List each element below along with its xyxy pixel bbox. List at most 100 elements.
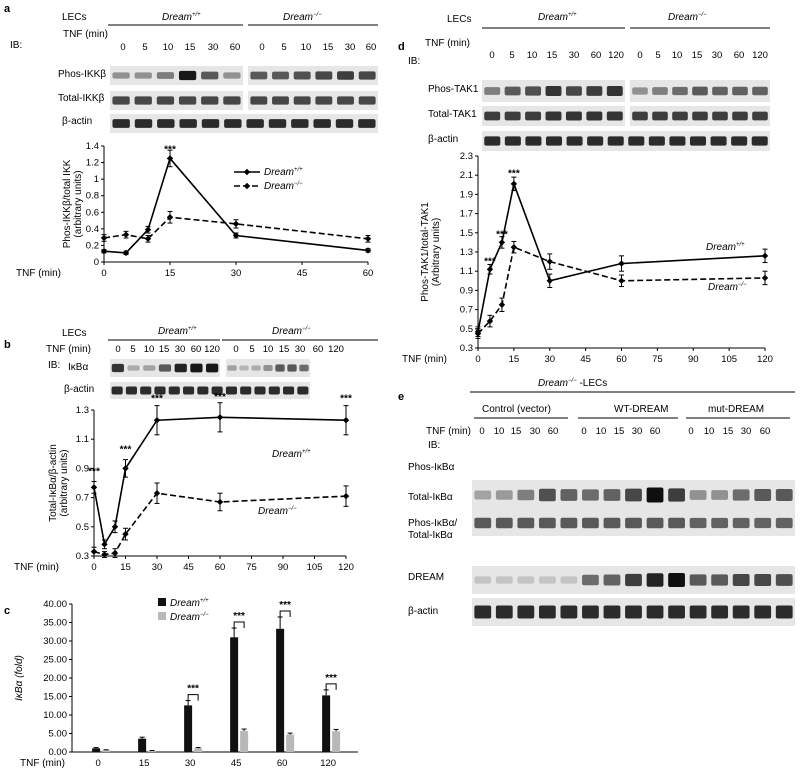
panel-d-y-tick-label: 0.9 (460, 285, 473, 296)
panel-d-phos-tak1-band (525, 86, 542, 96)
panel-b: b LECs Dream+/+ Dream−/− TNF (min) IB: 0… (4, 326, 378, 573)
panel-a-time-label: 10 (301, 42, 312, 53)
panel-b-x-tick-label: 105 (307, 562, 323, 573)
panel-d-x-tick-label: 105 (721, 354, 737, 365)
panel-d-phos-tak1-band (545, 86, 562, 96)
panel-e-total-ikba-band (517, 517, 535, 529)
panel-e-phos-ikba-band (582, 489, 599, 501)
panel-e-total-ikba-band (775, 517, 793, 529)
panel-a-phos-ikkb-band (134, 72, 152, 79)
panel-a-total-ikkb-blot-strip (110, 91, 243, 110)
panel-d-time-label: 120 (752, 50, 768, 61)
panel-d-actin-band (689, 136, 707, 146)
panel-a-actin-band (268, 119, 287, 128)
panel-d-letter: d (398, 41, 405, 53)
panel-d-x-tick-label: 75 (652, 354, 663, 365)
panel-b-time-label: 0 (233, 344, 238, 355)
panel-d-series-label-ko: Dream−/− (708, 282, 747, 293)
panel-a-phos-ikkb-band (293, 71, 311, 80)
panel-a-total-ikkb-band (358, 96, 376, 105)
panel-b-x-tick-label: 0 (91, 562, 96, 573)
panel-e-dream-band (775, 574, 793, 586)
panel-c: c 0.00 5.00 10.00 15.00 20.00 25.00 30.00 35.00… (4, 598, 358, 769)
panel-b-x-tick-label: 90 (278, 562, 289, 573)
panel-b-x-tick-label: 15 (120, 562, 131, 573)
panel-a-total-ikkb-band (337, 96, 354, 105)
panel-d-total-tak1-band (606, 111, 623, 121)
panel-a-x-tick-label: 15 (165, 268, 176, 279)
panel-e-dream-band (689, 574, 707, 586)
panel-e-title: Dream−/− -LECs (538, 378, 607, 389)
panel-a-ko-header: Dream−/− (283, 12, 322, 23)
panel-d-y-tick-label: 1.5 (460, 228, 473, 239)
panel-d-time-label: 60 (591, 50, 602, 61)
panel-c-bar-series-1 (332, 731, 341, 752)
panel-b-y-tick-label: 1.1 (76, 434, 89, 445)
panel-d-ib-label: IB: (408, 56, 420, 67)
panel-e-actin-band (625, 605, 642, 619)
panel-d-series-0-point (546, 277, 553, 284)
panel-c-bar-series-1 (194, 748, 203, 752)
panel-a-actin-blot-strip (110, 114, 378, 133)
panel-e-actin-band (603, 605, 621, 619)
panel-d-actin-band (751, 136, 768, 146)
panel-e-dream-band (711, 574, 729, 586)
panel-d-total-tak1-band (504, 111, 521, 121)
panel-d-phos-tak1-band (565, 86, 582, 96)
panel-e-time-label: 10 (704, 426, 715, 437)
panel-e-group-control: Control (vector) (482, 404, 551, 415)
panel-d-time-label: 0 (489, 50, 494, 61)
panel-e-blot-label-dream: DREAM (408, 572, 444, 583)
panel-d-significance-stars: *** (484, 257, 496, 268)
panel-b-actin-band (283, 386, 295, 395)
panel-e-time-label: 10 (596, 426, 607, 437)
panel-e-actin-band (538, 605, 556, 619)
panel-e-total-ikba-band (474, 517, 492, 529)
panel-b-y-tick-label: 1.3 (76, 405, 89, 416)
panel-e-actin-band (668, 605, 685, 619)
panel-a-phos-ikkb-band (223, 72, 241, 79)
panel-a-actin-band (291, 119, 309, 128)
panel-a-total-ikkb-band (293, 96, 311, 105)
panel-e-dream-band (668, 572, 685, 588)
panel-a-legend-ko-label: Dream−/− (264, 181, 303, 192)
panel-a-letter: a (4, 3, 11, 15)
panel-e-actin-band (775, 605, 793, 619)
panel-a-actin-band (358, 119, 376, 128)
panel-e-tnf-label: TNF (min) (426, 426, 471, 437)
panel-c-y-tick-label: 30.00 (43, 636, 67, 647)
panel-b-wt-header: Dream+/+ (158, 326, 197, 337)
panel-a-lecs-label: LECs (62, 12, 86, 23)
panel-d-series-0-point (486, 266, 494, 273)
panel-e-group-wt: WT-DREAM (614, 404, 668, 415)
panel-a-x-axis-title: TNF (min) (16, 268, 61, 279)
panel-a-actin-band (157, 119, 175, 128)
panel-d-wt-header: Dream+/+ (538, 12, 577, 23)
panel-c-bar-series-1 (148, 750, 157, 752)
panel-b-ikba-band (239, 365, 249, 371)
panel-b-significance-stars: *** (214, 392, 226, 403)
panel-c-significance-stars: *** (279, 600, 291, 611)
panel-a-actin-band (224, 119, 242, 128)
panel-b-ikba-band (143, 365, 156, 371)
panel-a-x-tick-label: 30 (231, 268, 242, 279)
panel-b-time-label: 15 (279, 344, 290, 355)
panel-a-actin-band (112, 119, 130, 128)
panel-d-x-tick-label: 90 (688, 354, 699, 365)
panel-e-phos-ikba-band (625, 488, 642, 502)
panel-e-actin-band (517, 605, 535, 619)
panel-b-ikba-band (287, 364, 297, 372)
panel-d-actin-blot-strip (482, 131, 770, 151)
panel-a-time-label: 15 (185, 42, 196, 53)
panel-c-bar-series-0 (138, 738, 147, 752)
panel-d-y-tick-label: 0.5 (460, 324, 473, 335)
panel-e-total-ikba-band (582, 517, 599, 529)
panel-b-actin-band (225, 386, 237, 395)
panel-b-ib-label: IB: (48, 360, 60, 371)
panel-d-time-label: 30 (712, 50, 723, 61)
panel-b-actin-band (268, 386, 280, 395)
panel-c-bar-series-0 (92, 748, 101, 752)
panel-c-legend-swatch-ko (158, 612, 166, 620)
panel-d-total-tak1-band (632, 111, 648, 121)
panel-b-series-label-ko: Dream−/− (258, 506, 297, 517)
